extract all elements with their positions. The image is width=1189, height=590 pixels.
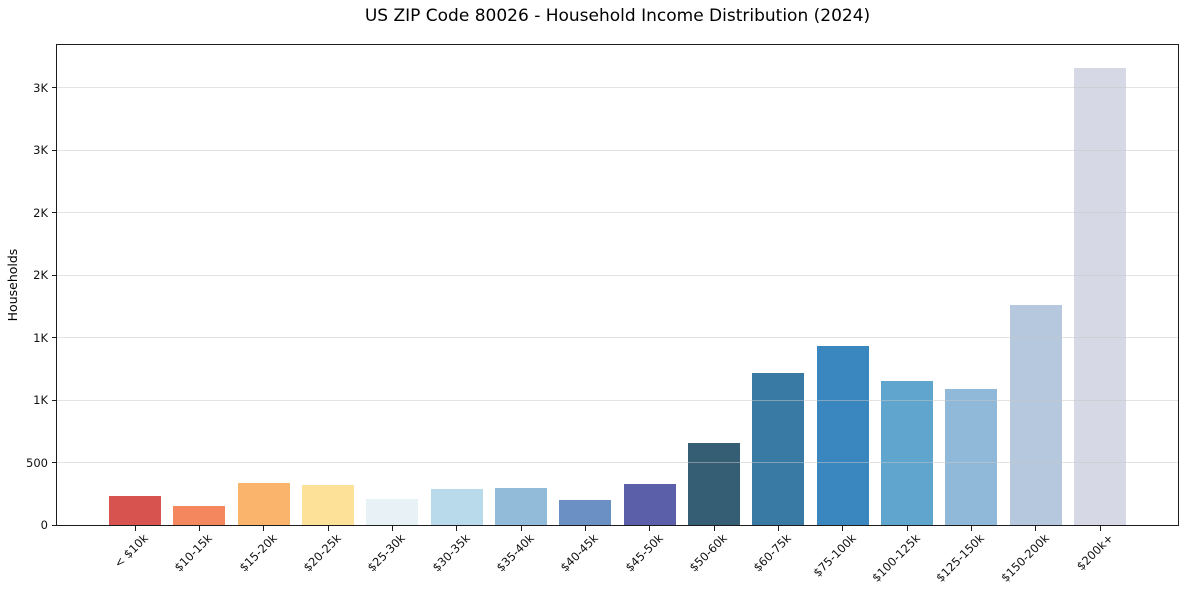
x-tick-mark [906, 526, 908, 531]
x-tick-mark [1099, 526, 1101, 531]
plot-area [56, 44, 1179, 526]
gridline [57, 462, 1178, 463]
y-tick-mark [52, 399, 57, 401]
x-tick-mark [777, 526, 779, 531]
x-tick-mark [584, 526, 586, 531]
y-tick-label: 1K [33, 393, 48, 407]
x-tick-mark [970, 526, 972, 531]
y-tick-label: 2K [33, 205, 48, 220]
x-tick-mark [520, 526, 522, 531]
gridline [57, 212, 1178, 213]
gridline [57, 399, 1178, 401]
bar-$10-15k [173, 506, 226, 525]
bar-$35-40k [495, 487, 547, 525]
bar-$30-35k [430, 488, 483, 525]
y-tick-mark [52, 337, 57, 338]
bar-$25-30k [366, 498, 419, 525]
x-tick-mark [134, 526, 136, 531]
y-tick-label: 500 [26, 455, 48, 470]
x-tick-mark [327, 526, 329, 531]
bar-$125-150k [945, 388, 998, 525]
bar-$100-125k [881, 381, 933, 525]
x-tick-mark [842, 526, 844, 531]
y-tick-label: 2K [33, 268, 48, 282]
x-tick-mark [649, 526, 651, 531]
gridline [57, 274, 1178, 276]
chart-title: US ZIP Code 80026 - Household Income Dis… [364, 6, 871, 26]
y-tick-mark [52, 87, 57, 88]
y-tick-mark [52, 462, 57, 463]
gridline [57, 337, 1178, 338]
x-tick-mark [391, 526, 393, 531]
bar-$20-25k [302, 485, 354, 525]
x-tick-mark [1035, 526, 1037, 531]
y-tick-label: 3K [33, 80, 48, 95]
y-tick-mark [52, 212, 57, 213]
x-tick-label: < $10k [111, 531, 151, 571]
x-tick-mark [263, 526, 265, 531]
gridline [57, 149, 1178, 151]
y-tick-label: 0 [40, 518, 48, 532]
bar-$150-200k [1009, 305, 1062, 525]
bar-$45-50k [623, 483, 676, 525]
y-tick-mark [52, 149, 57, 151]
gridline [57, 87, 1178, 88]
y-tick-mark [52, 274, 57, 276]
bar-$75-100k [816, 346, 869, 525]
x-tick-mark [713, 526, 715, 531]
bar-$60-75k [752, 372, 805, 525]
bar-$15-20k [237, 483, 290, 525]
x-tick-mark [456, 526, 458, 531]
y-tick-label: 1K [33, 330, 48, 345]
y-tick-label: 3K [33, 143, 48, 157]
bar-< $10k [109, 496, 161, 525]
y-tick-mark [52, 524, 57, 526]
x-tick-mark [198, 526, 200, 531]
bar-$200k+ [1074, 67, 1126, 525]
bar-$50-60k [688, 443, 740, 525]
bar-$40-45k [559, 500, 612, 525]
